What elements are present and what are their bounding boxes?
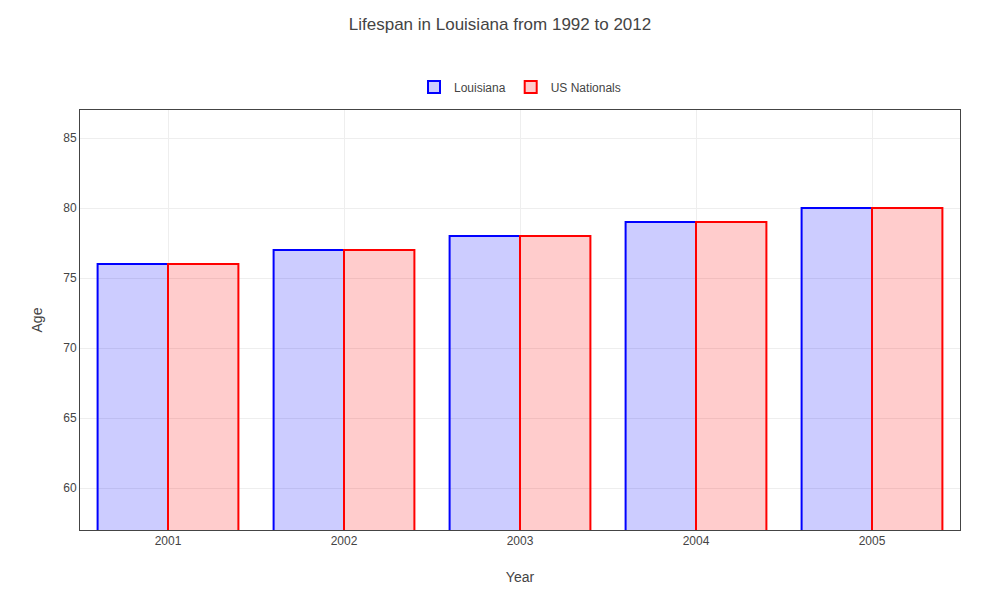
svg-text:2001: 2001 [155,534,182,548]
svg-text:75: 75 [63,271,77,285]
svg-text:2002: 2002 [331,534,358,548]
svg-text:Age: Age [29,307,45,332]
svg-text:2005: 2005 [859,534,886,548]
svg-text:2004: 2004 [683,534,710,548]
svg-text:Lifespan in Louisiana from 199: Lifespan in Louisiana from 1992 to 2012 [349,15,651,34]
svg-text:Louisiana: Louisiana [454,81,506,95]
svg-text:70: 70 [63,341,77,355]
svg-text:2003: 2003 [507,534,534,548]
svg-text:65: 65 [63,411,77,425]
svg-text:85: 85 [63,131,77,145]
svg-text:80: 80 [63,201,77,215]
svg-text:US Nationals: US Nationals [551,81,621,95]
svg-text:60: 60 [63,481,77,495]
svg-text:Year: Year [506,569,535,585]
